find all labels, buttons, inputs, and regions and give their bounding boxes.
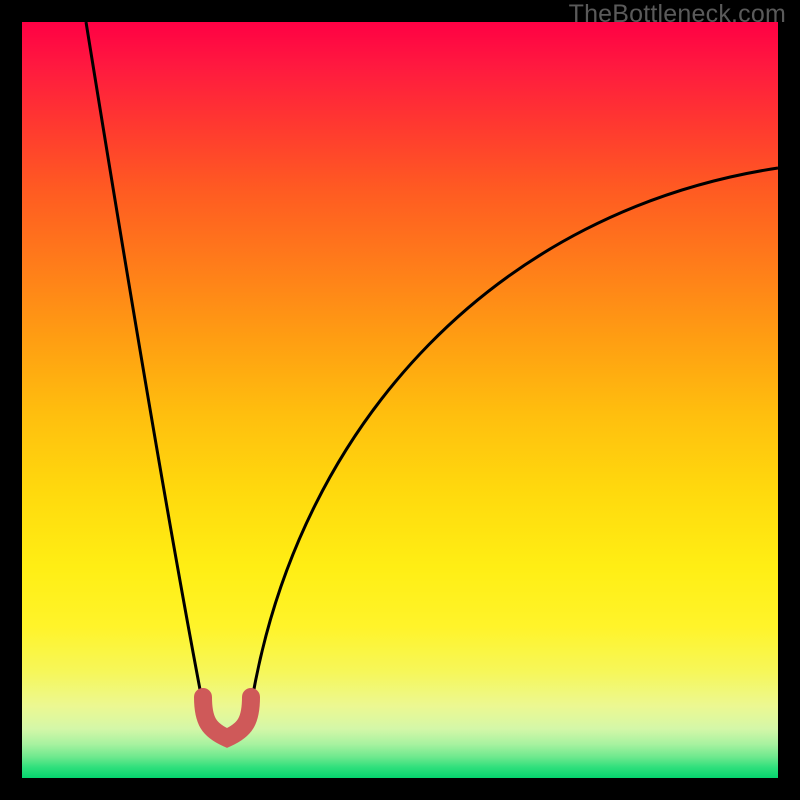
watermark-text: TheBottleneck.com xyxy=(569,0,786,29)
chart-curves-layer xyxy=(0,0,800,800)
curve-right xyxy=(252,168,778,700)
badge-u-shape xyxy=(203,697,251,738)
curve-left xyxy=(86,22,202,700)
chart-stage: TheBottleneck.com xyxy=(0,0,800,800)
